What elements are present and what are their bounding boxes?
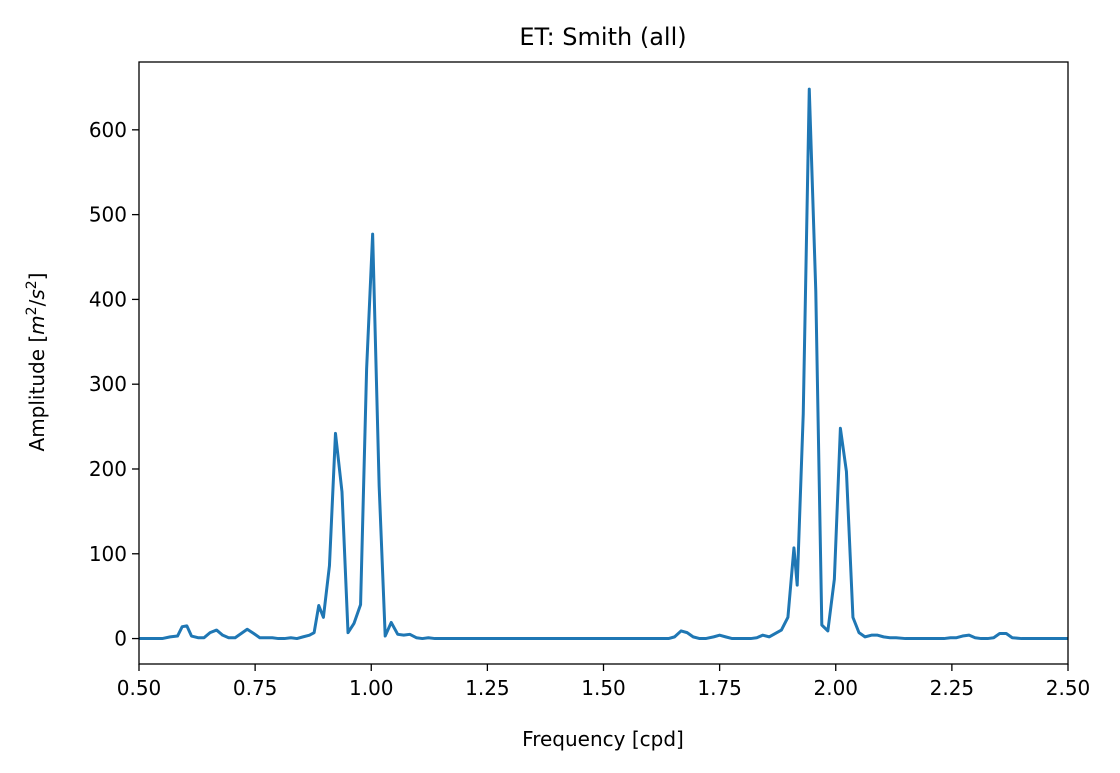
- x-axis-label: Frequency [cpd]: [522, 727, 684, 751]
- x-tick-label: 0.50: [117, 676, 162, 700]
- x-tick-label: 1.25: [465, 676, 510, 700]
- y-tick-label: 600: [89, 118, 127, 142]
- y-tick-label: 200: [89, 457, 127, 481]
- x-tick-label: 2.50: [1046, 676, 1091, 700]
- y-tick-label: 0: [114, 627, 127, 651]
- x-tick-label: 2.25: [930, 676, 975, 700]
- x-tick-label: 1.50: [581, 676, 626, 700]
- y-axis-label: Amplitude [m2/s2]: [24, 273, 49, 452]
- x-tick-label: 2.00: [813, 676, 858, 700]
- x-tick-label: 1.75: [697, 676, 742, 700]
- y-tick-label: 100: [89, 542, 127, 566]
- chart-title: ET: Smith (all): [519, 23, 686, 51]
- y-tick-label: 400: [89, 287, 127, 311]
- y-tick-label: 300: [89, 372, 127, 396]
- x-tick-label: 0.75: [233, 676, 278, 700]
- x-tick-label: 1.00: [349, 676, 394, 700]
- y-tick-label: 500: [89, 203, 127, 227]
